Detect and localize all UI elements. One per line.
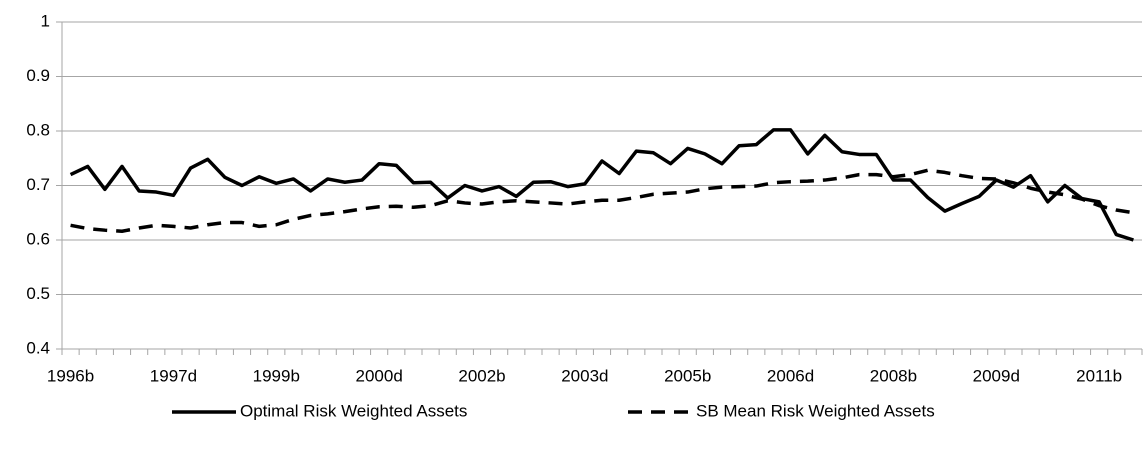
legend-label: Optimal Risk Weighted Assets [240, 401, 467, 420]
y-tick-label: 0.5 [26, 284, 50, 303]
x-tick-label: 1996b [47, 366, 94, 385]
y-tick-label: 0.9 [26, 66, 50, 85]
y-tick-label: 0.7 [26, 175, 50, 194]
y-tick-label: 0.8 [26, 120, 50, 139]
legend-label: SB Mean Risk Weighted Assets [696, 401, 935, 420]
x-tick-label: 2009d [973, 366, 1020, 385]
y-tick-label: 1 [41, 11, 50, 30]
x-tick-label: 2008b [870, 366, 917, 385]
x-tick-label: 2003d [561, 366, 608, 385]
y-tick-label: 0.6 [26, 229, 50, 248]
x-tick-label: 2002b [458, 366, 505, 385]
y-tick-label: 0.4 [26, 338, 50, 357]
x-tick-label: 2011b [1076, 366, 1122, 385]
series-line [70, 168, 1134, 234]
x-tick-label: 1999b [253, 366, 300, 385]
x-tick-label: 2005b [664, 366, 711, 385]
x-tick-label: 2006d [767, 366, 814, 385]
series-line [69, 128, 1134, 242]
x-tick-label: 1997d [150, 366, 197, 385]
x-tick-label: 2000d [356, 366, 403, 385]
